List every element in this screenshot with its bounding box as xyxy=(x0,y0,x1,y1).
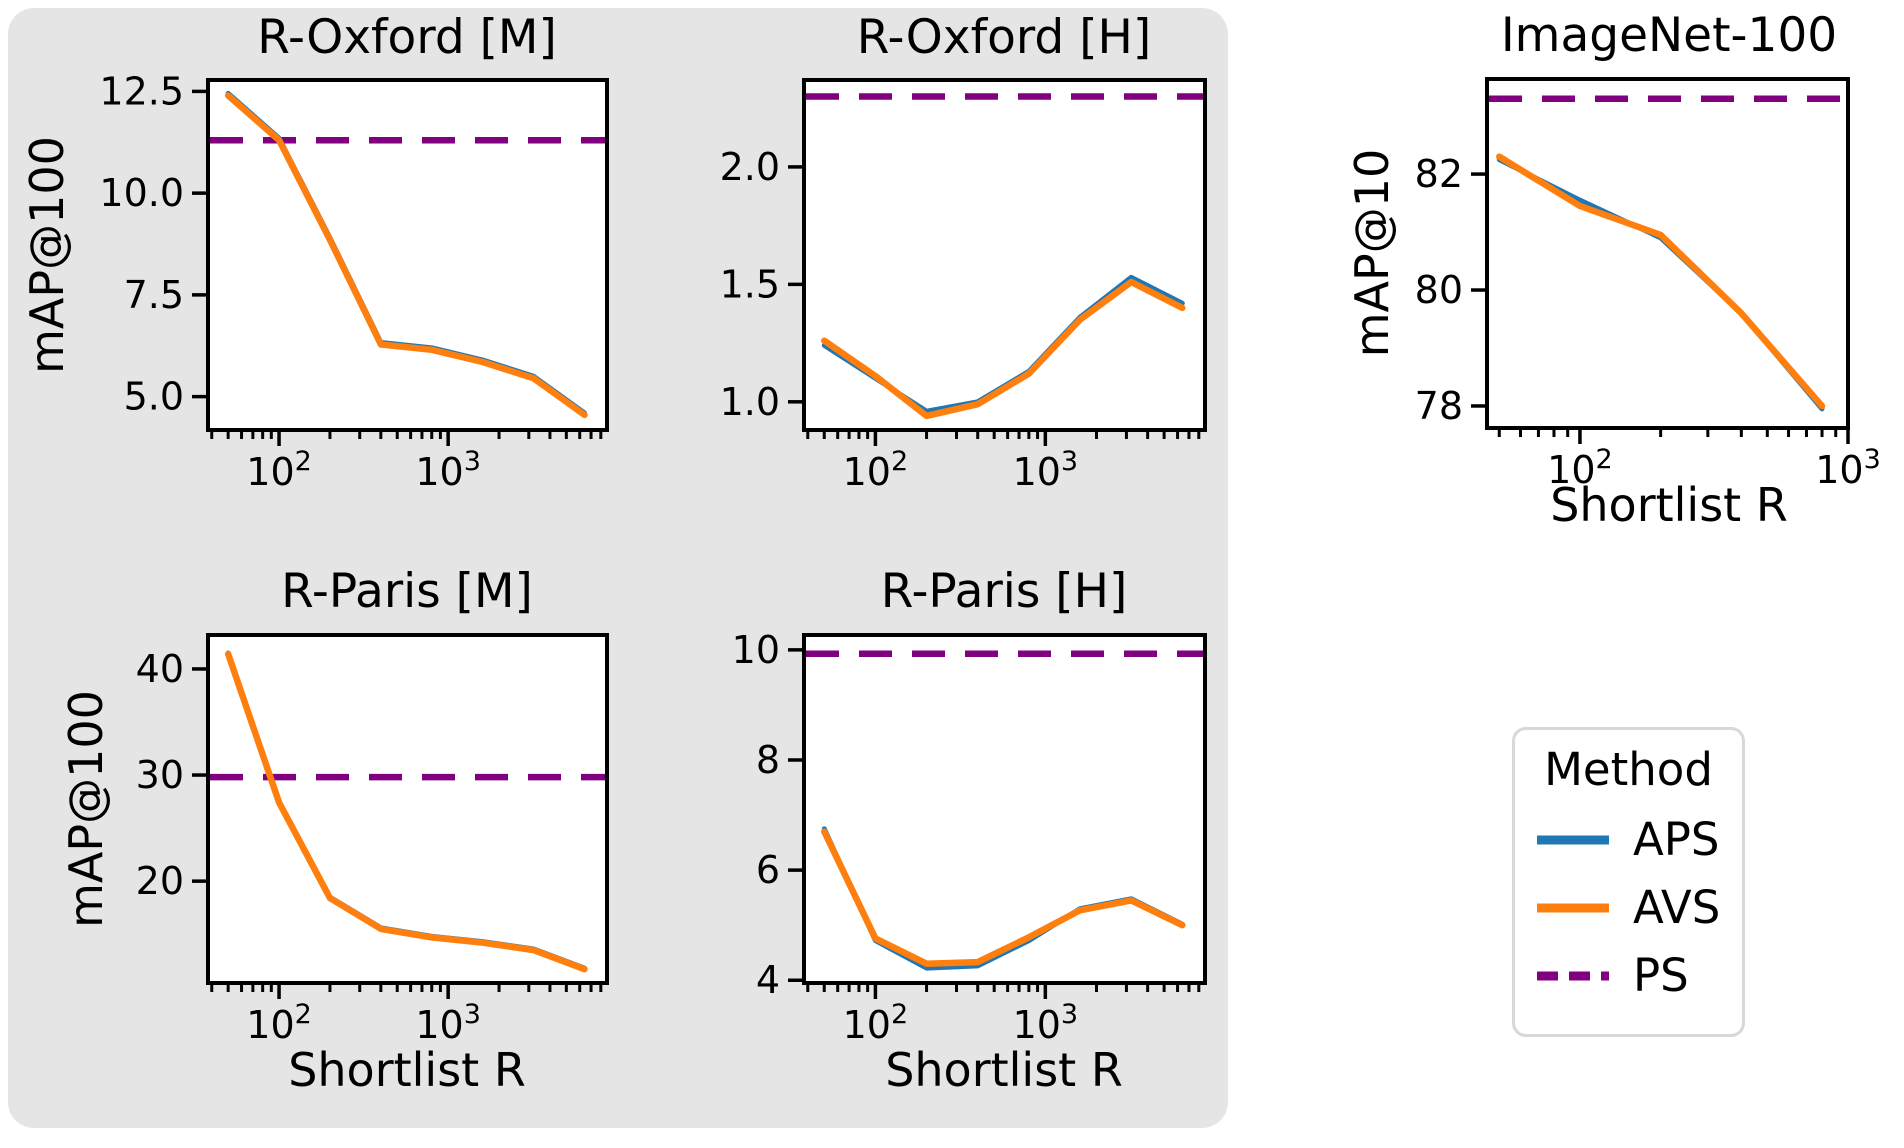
avs-line-imagenet-100 xyxy=(1496,153,1826,410)
y-tick-label: 8 xyxy=(756,738,780,782)
axes-box xyxy=(1485,77,1850,430)
plot-title-imagenet-100: ImageNet-100 xyxy=(1500,8,1838,63)
y-tick-label: 10 xyxy=(732,628,780,672)
axes-box xyxy=(802,633,1207,985)
avs-line-r-paris-h xyxy=(821,828,1186,967)
legend-label-aps: APS xyxy=(1633,813,1720,867)
ylabel-r-paris-m: mAP@100 xyxy=(59,690,113,928)
x-tick-label: 102 xyxy=(246,999,312,1047)
legend: Method APS AVS PS xyxy=(1512,727,1745,1037)
plot-title-r-oxford-m: R-Oxford [M] xyxy=(257,10,557,65)
y-tick-label: 1.5 xyxy=(720,262,780,306)
legend-title: Method xyxy=(1544,743,1713,796)
avs-line-r-oxford-m xyxy=(224,92,588,419)
plot-title-r-paris-h: R-Paris [H] xyxy=(880,564,1128,619)
avs-line-r-oxford-h xyxy=(821,278,1186,420)
x-tick-label: 103 xyxy=(1815,444,1881,492)
y-tick-label: 82 xyxy=(1415,152,1463,196)
y-tick-label: 1.0 xyxy=(720,380,780,424)
y-tick-label: 4 xyxy=(756,958,780,1002)
legend-item-ps: PS xyxy=(1535,952,1742,1000)
axes-box xyxy=(206,633,609,985)
ylabel-r-oxford-m: mAP@100 xyxy=(20,136,74,374)
y-tick-label: 78 xyxy=(1415,384,1463,428)
y-tick-label: 5.0 xyxy=(124,375,184,419)
y-tick-label: 2.0 xyxy=(720,145,780,189)
y-tick-label: 10.0 xyxy=(99,171,184,215)
legend-item-aps: APS xyxy=(1535,816,1742,864)
plot-title-r-paris-m: R-Paris [M] xyxy=(281,564,533,619)
legend-label-ps: PS xyxy=(1633,949,1689,1003)
y-tick-label: 6 xyxy=(756,848,780,892)
y-tick-label: 20 xyxy=(136,859,184,903)
xlabel-imagenet-100: Shortlist R xyxy=(1550,478,1788,532)
y-tick-label: 40 xyxy=(136,647,184,691)
aps-line-swatch-icon xyxy=(1537,835,1609,845)
xlabel-r-paris-m: Shortlist R xyxy=(288,1043,526,1097)
y-tick-label: 7.5 xyxy=(124,273,184,317)
legend-label-avs: AVS xyxy=(1633,881,1721,935)
legend-item-avs: AVS xyxy=(1535,884,1742,932)
plot-title-r-oxford-h: R-Oxford [H] xyxy=(856,10,1152,65)
avs-line-r-paris-m xyxy=(224,650,588,973)
axes-box xyxy=(802,78,1207,432)
y-tick-label: 30 xyxy=(136,753,184,797)
y-tick-label: 80 xyxy=(1415,268,1463,312)
y-tick-label: 12.5 xyxy=(99,69,184,113)
ylabel-imagenet-100: mAP@10 xyxy=(1345,148,1399,358)
ps-dashed-line-swatch-icon xyxy=(1537,971,1609,981)
xlabel-r-paris-h: Shortlist R xyxy=(885,1043,1123,1097)
avs-line-swatch-icon xyxy=(1537,903,1609,913)
